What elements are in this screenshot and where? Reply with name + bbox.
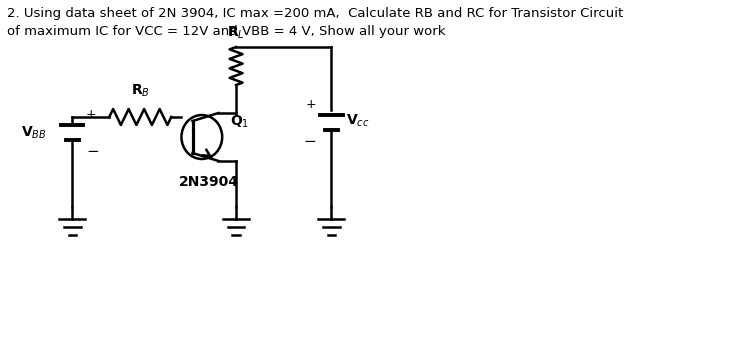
Text: V$_{BB}$: V$_{BB}$ <box>21 124 46 141</box>
Text: +: + <box>86 109 97 121</box>
Text: Q$_1$: Q$_1$ <box>229 114 248 130</box>
Text: −: − <box>86 144 99 159</box>
Text: of maximum IC for VCC = 12V and VBB = 4 V, Show all your work: of maximum IC for VCC = 12V and VBB = 4 … <box>7 25 446 38</box>
Text: 2N3904: 2N3904 <box>180 175 239 189</box>
Text: −: − <box>304 134 317 149</box>
Text: 2. Using data sheet of 2N 3904, IC max =200 mA,  Calculate RB and RC for Transis: 2. Using data sheet of 2N 3904, IC max =… <box>7 7 624 20</box>
Text: R$_B$: R$_B$ <box>130 83 150 99</box>
Text: R$_L$: R$_L$ <box>227 25 245 41</box>
Text: V$_{cc}$: V$_{cc}$ <box>346 112 369 129</box>
Text: +: + <box>306 98 317 111</box>
